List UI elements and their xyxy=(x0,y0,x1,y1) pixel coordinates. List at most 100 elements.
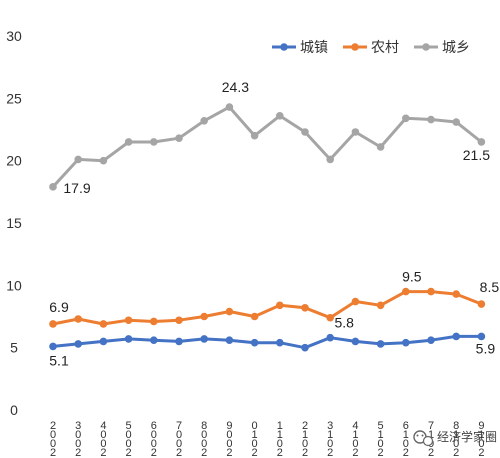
data-point xyxy=(124,316,133,325)
svg-text:1: 1 xyxy=(453,429,459,441)
data-point xyxy=(301,303,309,312)
data-label: 5.1 xyxy=(49,352,69,368)
svg-text:0: 0 xyxy=(201,438,207,450)
data-point xyxy=(200,335,208,343)
data-point xyxy=(99,320,108,328)
svg-text:0: 0 xyxy=(126,438,132,450)
svg-text:2: 2 xyxy=(302,420,308,432)
svg-text:7: 7 xyxy=(428,420,434,432)
y-tick-label: 30 xyxy=(6,28,22,44)
data-point xyxy=(99,337,108,346)
svg-text:2: 2 xyxy=(352,447,358,458)
data-point xyxy=(74,315,82,323)
data-point xyxy=(124,138,133,146)
svg-text:1: 1 xyxy=(428,429,434,441)
svg-text:2: 2 xyxy=(50,420,56,432)
x-axis: 2002300240025002600270028002900201021102… xyxy=(50,420,485,458)
svg-text:2: 2 xyxy=(428,447,434,458)
svg-text:2: 2 xyxy=(327,447,333,458)
svg-text:0: 0 xyxy=(403,438,409,450)
data-label: 9.5 xyxy=(402,269,422,285)
data-point xyxy=(326,333,335,342)
watermark-text: 经济学家圈 xyxy=(437,429,497,444)
svg-text:2: 2 xyxy=(403,447,409,458)
svg-text:0: 0 xyxy=(50,438,56,450)
data-point xyxy=(200,116,208,125)
data-point xyxy=(250,312,259,321)
svg-text:4: 4 xyxy=(352,420,358,432)
data-point xyxy=(124,335,133,343)
data-point xyxy=(276,338,284,347)
series-line xyxy=(52,334,482,350)
y-tick-label: 25 xyxy=(6,90,22,106)
svg-text:0: 0 xyxy=(252,420,258,432)
data-point xyxy=(150,336,158,344)
legend-label: 城镇 xyxy=(300,40,328,56)
data-point xyxy=(276,111,284,120)
data-point xyxy=(49,183,57,191)
data-point xyxy=(376,301,385,310)
data-point xyxy=(175,134,183,143)
data-label: 21.5 xyxy=(463,147,490,163)
svg-text:2: 2 xyxy=(252,447,258,458)
data-point xyxy=(200,312,208,321)
watermark: 经济学家圈 xyxy=(413,429,497,447)
legend-item: 城乡 xyxy=(414,40,470,56)
data-point xyxy=(175,337,183,346)
data-point xyxy=(250,131,259,140)
legend: 城镇 农村 城乡 xyxy=(272,40,470,56)
svg-text:2: 2 xyxy=(226,447,232,458)
svg-text:9: 9 xyxy=(226,420,232,432)
data-point xyxy=(402,287,410,296)
data-point xyxy=(477,300,486,308)
series-line xyxy=(52,290,482,326)
svg-text:0: 0 xyxy=(277,438,283,450)
svg-text:2: 2 xyxy=(75,447,81,458)
legend-label: 城乡 xyxy=(442,40,470,56)
svg-text:0: 0 xyxy=(151,429,157,441)
y-tick-label: 10 xyxy=(6,277,22,293)
svg-text:2: 2 xyxy=(151,447,157,458)
data-point xyxy=(402,114,410,123)
svg-text:1: 1 xyxy=(252,429,258,441)
svg-text:1: 1 xyxy=(378,429,384,441)
svg-text:3: 3 xyxy=(75,420,81,432)
data-point xyxy=(477,138,486,146)
svg-text:0: 0 xyxy=(75,429,81,441)
svg-text:0: 0 xyxy=(226,429,232,441)
data-label: 8.5 xyxy=(480,279,500,295)
svg-text:0: 0 xyxy=(176,438,182,450)
series-urban-rural xyxy=(49,103,486,191)
data-labels: 17.9 24.3 21.5 6.9 9.5 8.5 5.1 5.8 5.9 xyxy=(49,79,499,368)
series-rural xyxy=(49,287,486,328)
wechat-icon xyxy=(413,430,434,447)
svg-text:6: 6 xyxy=(151,420,157,432)
svg-text:2: 2 xyxy=(453,447,459,458)
legend-item: 农村 xyxy=(343,40,399,56)
data-point xyxy=(99,156,108,165)
data-point xyxy=(402,338,410,347)
svg-text:0: 0 xyxy=(176,429,182,441)
svg-text:2: 2 xyxy=(378,447,384,458)
svg-text:4: 4 xyxy=(100,420,106,432)
series-urban xyxy=(49,332,486,352)
y-tick-label: 15 xyxy=(6,215,22,231)
data-label: 5.9 xyxy=(476,340,496,356)
svg-text:6: 6 xyxy=(403,420,409,432)
svg-text:8: 8 xyxy=(453,420,459,432)
svg-text:0: 0 xyxy=(252,438,258,450)
data-point xyxy=(301,128,309,136)
data-label: 6.9 xyxy=(49,299,69,315)
